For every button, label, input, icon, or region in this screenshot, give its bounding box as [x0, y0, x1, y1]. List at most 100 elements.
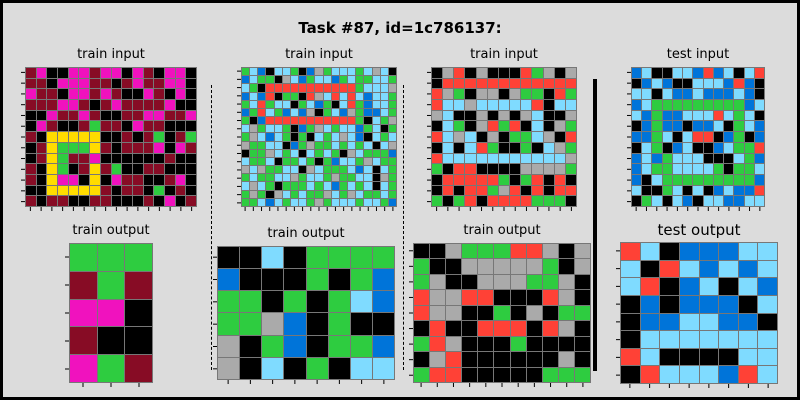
grid-cell — [282, 174, 290, 182]
grid-cell — [476, 78, 487, 89]
grid-cell — [97, 271, 125, 299]
grid-cell — [356, 182, 364, 190]
grid-cell — [68, 174, 79, 185]
test-output-grid — [620, 242, 778, 384]
grid-cell — [532, 196, 543, 206]
grid-cell — [683, 164, 693, 174]
grid-cell — [526, 244, 542, 259]
grid-cell — [79, 68, 90, 78]
grid-cell — [36, 78, 47, 89]
grid-cell — [36, 196, 47, 206]
grid-cell — [111, 100, 122, 110]
grid-cell — [679, 348, 699, 366]
grid-cell — [348, 125, 356, 133]
grid-cell — [36, 185, 47, 196]
grid-cell — [175, 89, 186, 100]
grid-cell — [462, 352, 478, 367]
grid-cell — [348, 117, 356, 125]
grid-cell — [258, 100, 266, 108]
grid-cell — [565, 164, 576, 174]
grid-cell — [90, 142, 100, 153]
grid-cell — [660, 243, 679, 260]
grid-cell — [565, 196, 576, 206]
grid-cell — [122, 185, 132, 196]
grid-cell — [642, 78, 652, 89]
grid-cell — [446, 244, 462, 259]
train-input-2-ticks — [237, 70, 394, 211]
grid-cell — [679, 313, 699, 331]
grid-cell — [487, 174, 498, 185]
grid-cell — [380, 68, 388, 76]
grid-cell — [388, 108, 396, 117]
grid-cell — [282, 149, 290, 157]
grid-cell — [266, 117, 274, 125]
grid-cell — [574, 274, 590, 290]
grid-cell — [186, 89, 196, 100]
grid-cell — [662, 78, 672, 89]
grid-cell — [554, 89, 565, 100]
grid-cell — [154, 78, 164, 89]
grid-cell — [242, 100, 250, 108]
grid-cell — [282, 76, 290, 84]
grid-cell — [510, 132, 521, 142]
grid-cell — [372, 174, 380, 182]
grid-cell — [660, 278, 679, 295]
grid-cell — [652, 153, 662, 164]
grid-cell — [724, 153, 734, 164]
grid-cell — [462, 367, 478, 382]
grid-cell — [111, 121, 122, 132]
grid-cell — [542, 305, 558, 321]
grid-cell — [510, 290, 526, 305]
grid-cell — [36, 100, 47, 110]
grid-cell — [693, 68, 703, 78]
grid-cell — [693, 164, 703, 174]
grid-cell — [640, 331, 660, 348]
grid-cell — [97, 355, 125, 382]
grid-cell — [364, 149, 372, 157]
grid-cell — [443, 164, 454, 174]
grid-cell — [414, 321, 430, 336]
grid-cell — [640, 260, 660, 278]
grid-cell — [164, 121, 175, 132]
grid-cell — [574, 352, 590, 367]
grid-cell — [26, 164, 36, 174]
grid-cell — [58, 153, 68, 164]
grid-cell — [323, 117, 331, 125]
grid-cell — [632, 100, 642, 110]
grid-cell — [306, 247, 328, 269]
grid-cell — [164, 164, 175, 174]
grid-cell — [652, 196, 662, 206]
grid-cell — [660, 260, 679, 278]
grid-cell — [266, 190, 274, 198]
test-input-label: test input — [666, 47, 730, 62]
grid-cell — [744, 174, 754, 185]
grid-cell — [36, 89, 47, 100]
grid-cell — [274, 157, 282, 166]
grid-cell — [36, 142, 47, 153]
grid-cell — [526, 352, 542, 367]
grid-cell — [430, 321, 446, 336]
grid-cell — [282, 157, 290, 166]
grid-cell — [724, 142, 734, 153]
grid-cell — [532, 174, 543, 185]
grid-cell — [465, 78, 476, 89]
grid-cell — [454, 142, 465, 153]
grid-cell — [348, 174, 356, 182]
grid-cell — [36, 121, 47, 132]
grid-cell — [242, 76, 250, 84]
grid-cell — [642, 121, 652, 132]
grid-cell — [218, 335, 240, 357]
grid-cell — [339, 182, 348, 190]
grid-cell — [307, 84, 315, 92]
grid-cell — [26, 142, 36, 153]
grid-cell — [299, 182, 307, 190]
grid-cell — [465, 142, 476, 153]
grid-cell — [521, 153, 532, 164]
grid-cell — [307, 92, 315, 100]
grid-cell — [58, 132, 68, 142]
grid-cell — [284, 313, 306, 335]
grid-cell — [693, 121, 703, 132]
grid-cell — [414, 259, 430, 274]
grid-cell — [364, 166, 372, 174]
grid-cell — [282, 198, 290, 206]
